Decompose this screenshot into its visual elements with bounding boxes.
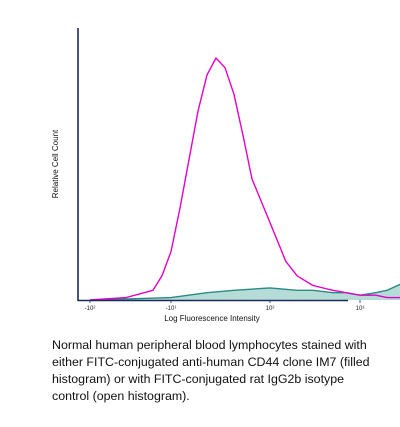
x-tick-label: -10² [85, 306, 96, 312]
figure-caption: Normal human peripheral blood lymphocyte… [52, 338, 370, 403]
open-histogram-line [89, 57, 400, 301]
x-axis-label: Log Fluorescence Intensity [164, 314, 260, 323]
filled-histogram-area [90, 284, 400, 300]
histogram-chart: -10²-10¹10²10³10⁴10⁵ Log Fluorescence In… [51, 28, 400, 323]
x-tick-layer: -10²-10¹10²10³10⁴10⁵ [85, 300, 365, 312]
x-tick-label: -10¹ [166, 306, 177, 312]
y-axis-label: Relative Cell Count [51, 129, 60, 198]
filled-histogram-line [89, 283, 400, 301]
series-layer [89, 57, 400, 301]
x-tick-label: 10² [266, 306, 275, 312]
x-tick-label: 10³ [356, 306, 365, 312]
